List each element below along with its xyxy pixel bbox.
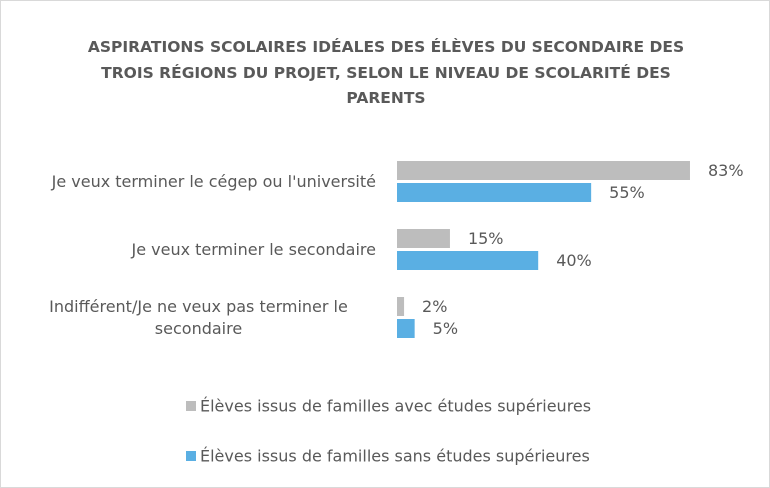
category-label: Je veux terminer le cégep ou l'universit… <box>21 171 376 193</box>
value-label: 83% <box>708 161 744 180</box>
bar <box>397 251 539 270</box>
category-label: Je veux terminer le secondaire <box>21 239 376 261</box>
bar <box>397 297 405 316</box>
legend-swatch <box>186 401 196 411</box>
bar <box>397 183 592 202</box>
value-label: 2% <box>422 297 447 316</box>
value-label: 55% <box>609 183 645 202</box>
chart-title: ASPIRATIONS SCOLAIRES IDÉALES DES ÉLÈVES… <box>87 38 685 107</box>
value-label: 5% <box>433 319 458 338</box>
legend-label: Élèves issus de familles sans études sup… <box>200 447 590 466</box>
bar <box>397 229 450 248</box>
category-text: Je veux terminer le secondaire <box>131 239 376 259</box>
bar <box>397 319 415 338</box>
category-text: Je veux terminer le cégep ou l'universit… <box>51 171 376 191</box>
category-label: Indifférent/Je ne veux pas terminer le s… <box>21 296 376 340</box>
value-label: 40% <box>556 251 592 270</box>
bar <box>397 161 690 180</box>
legend-label: Élèves issus de familles avec études sup… <box>200 397 591 416</box>
category-text: Indifférent/Je ne veux pas terminer le s… <box>49 296 348 338</box>
legend-swatch <box>186 451 196 461</box>
value-label: 15% <box>468 229 504 248</box>
